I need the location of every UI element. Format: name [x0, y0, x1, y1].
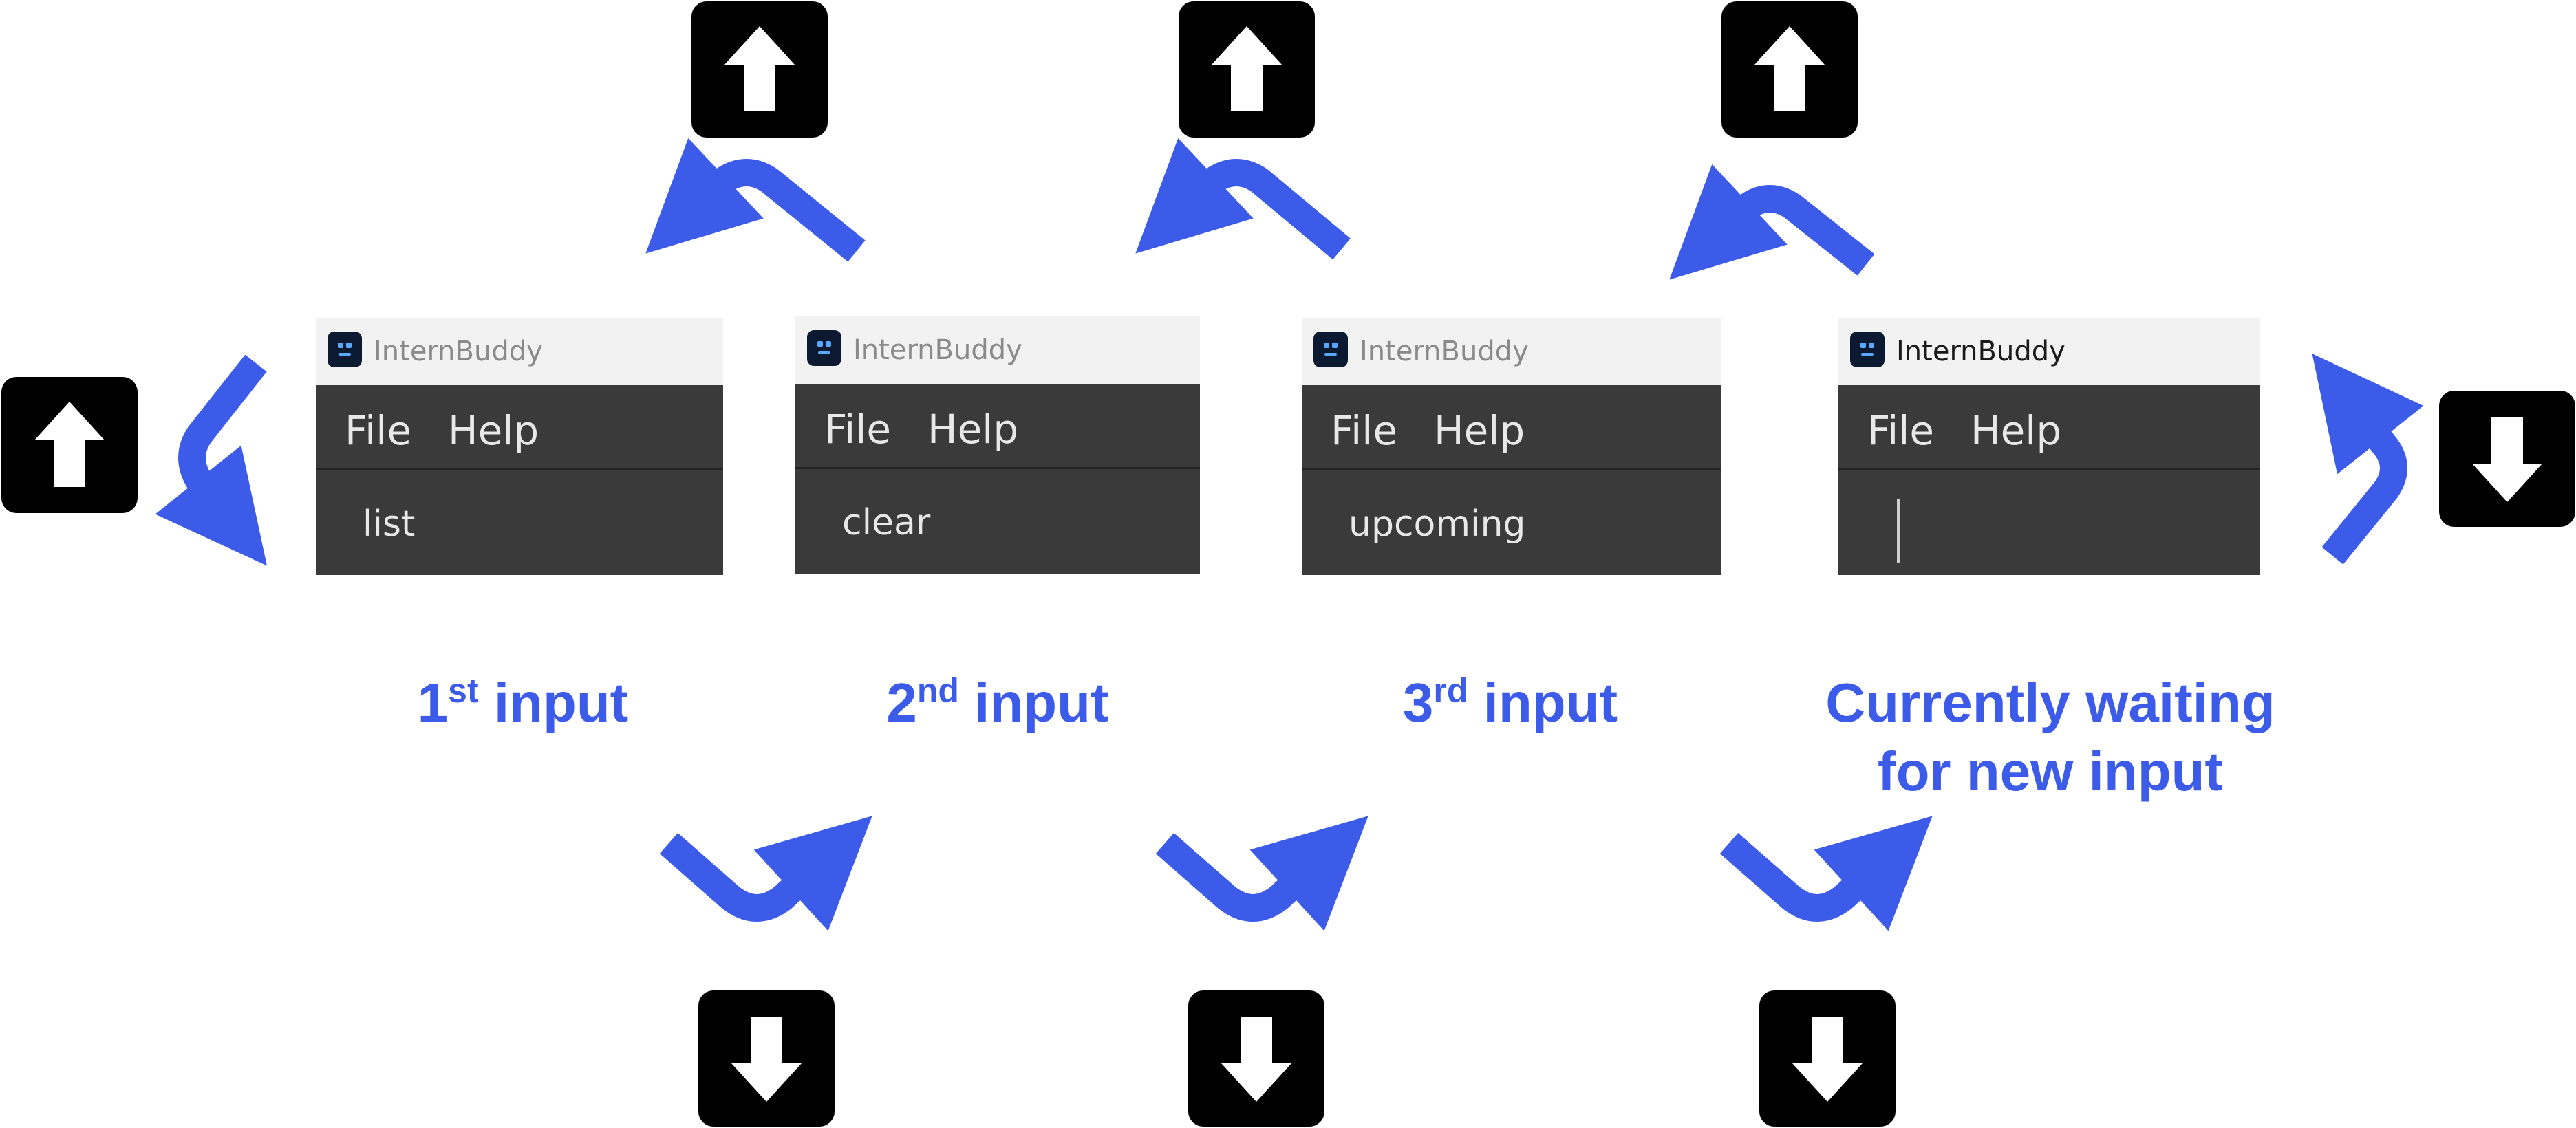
up-flow-arrow-3 — [1669, 164, 1875, 280]
text-caret — [1897, 499, 1900, 563]
down-flow-arrow-3 — [1719, 816, 1933, 931]
down-flow-arrow-2 — [1155, 816, 1368, 931]
up-arrow-key — [1, 377, 138, 513]
arrow-down-icon — [731, 1017, 802, 1102]
command-text: list — [363, 503, 416, 545]
menu-file[interactable]: File — [1867, 407, 1935, 454]
arrow-up-icon — [724, 26, 795, 111]
menu-bar: File Help — [316, 385, 723, 470]
arrow-down-icon — [2472, 417, 2542, 502]
up-arrow-key — [1721, 1, 1858, 138]
up-flow-arrow-2 — [1135, 138, 1351, 260]
menu-bar: File Help — [1302, 385, 1721, 470]
menu-help[interactable]: Help — [1434, 407, 1525, 454]
app-window-1: InternBuddy File Help list — [316, 318, 723, 575]
up-arrow-key — [1179, 1, 1315, 138]
arrow-down-icon — [1792, 1017, 1863, 1102]
arrow-down-icon — [1221, 1017, 1291, 1102]
label-waiting-line-2: for new input — [1877, 741, 2224, 802]
app-title: InternBuddy — [1896, 336, 2065, 367]
left-flow-arrow — [155, 354, 267, 566]
down-arrow-key — [2439, 391, 2575, 527]
title-bar: InternBuddy — [316, 318, 723, 385]
app-title: InternBuddy — [374, 336, 543, 367]
command-input[interactable]: clear — [795, 469, 1200, 574]
robot-app-icon — [1313, 332, 1348, 367]
arrow-up-icon — [1212, 26, 1282, 111]
menu-help[interactable]: Help — [1971, 407, 2062, 454]
label-waiting-line-1: Currently waiting — [1825, 672, 2275, 733]
menu-file[interactable]: File — [824, 406, 892, 453]
command-text: upcoming — [1349, 503, 1526, 545]
label-third-input: 3rd input — [1402, 671, 1618, 733]
arrow-up-icon — [34, 402, 105, 487]
command-input[interactable]: list — [316, 470, 723, 575]
robot-app-icon — [807, 330, 841, 366]
label-waiting: Currently waiting for new input — [1789, 669, 2312, 806]
command-input[interactable] — [1838, 470, 2260, 575]
menu-file[interactable]: File — [345, 407, 412, 454]
menu-help[interactable]: Help — [448, 407, 539, 454]
app-window-3: InternBuddy File Help upcoming — [1302, 318, 1721, 575]
title-bar: InternBuddy — [1838, 318, 2260, 385]
arrow-up-icon — [1754, 26, 1825, 111]
label-first-input: 1st input — [417, 671, 629, 733]
robot-app-icon — [328, 332, 362, 367]
menu-bar: File Help — [795, 384, 1200, 469]
label-second-input: 2nd input — [886, 671, 1109, 733]
title-bar: InternBuddy — [1302, 318, 1721, 385]
app-window-2: InternBuddy File Help clear — [795, 316, 1200, 574]
menu-bar: File Help — [1838, 385, 2260, 470]
title-bar: InternBuddy — [795, 316, 1200, 384]
app-window-4: InternBuddy File Help — [1838, 318, 2260, 575]
right-flow-arrow — [2312, 354, 2424, 565]
menu-help[interactable]: Help — [927, 406, 1019, 453]
down-arrow-key — [698, 990, 835, 1127]
robot-app-icon — [1850, 332, 1885, 367]
down-arrow-key — [1188, 990, 1324, 1127]
menu-file[interactable]: File — [1331, 407, 1398, 454]
up-arrow-key — [691, 1, 828, 138]
down-arrow-key — [1759, 990, 1896, 1127]
app-title: InternBuddy — [853, 334, 1022, 366]
command-text: clear — [842, 502, 931, 543]
app-title: InternBuddy — [1360, 336, 1529, 367]
command-input[interactable]: upcoming — [1302, 470, 1721, 575]
down-flow-arrow-1 — [659, 816, 872, 931]
up-flow-arrow-1 — [645, 138, 866, 262]
